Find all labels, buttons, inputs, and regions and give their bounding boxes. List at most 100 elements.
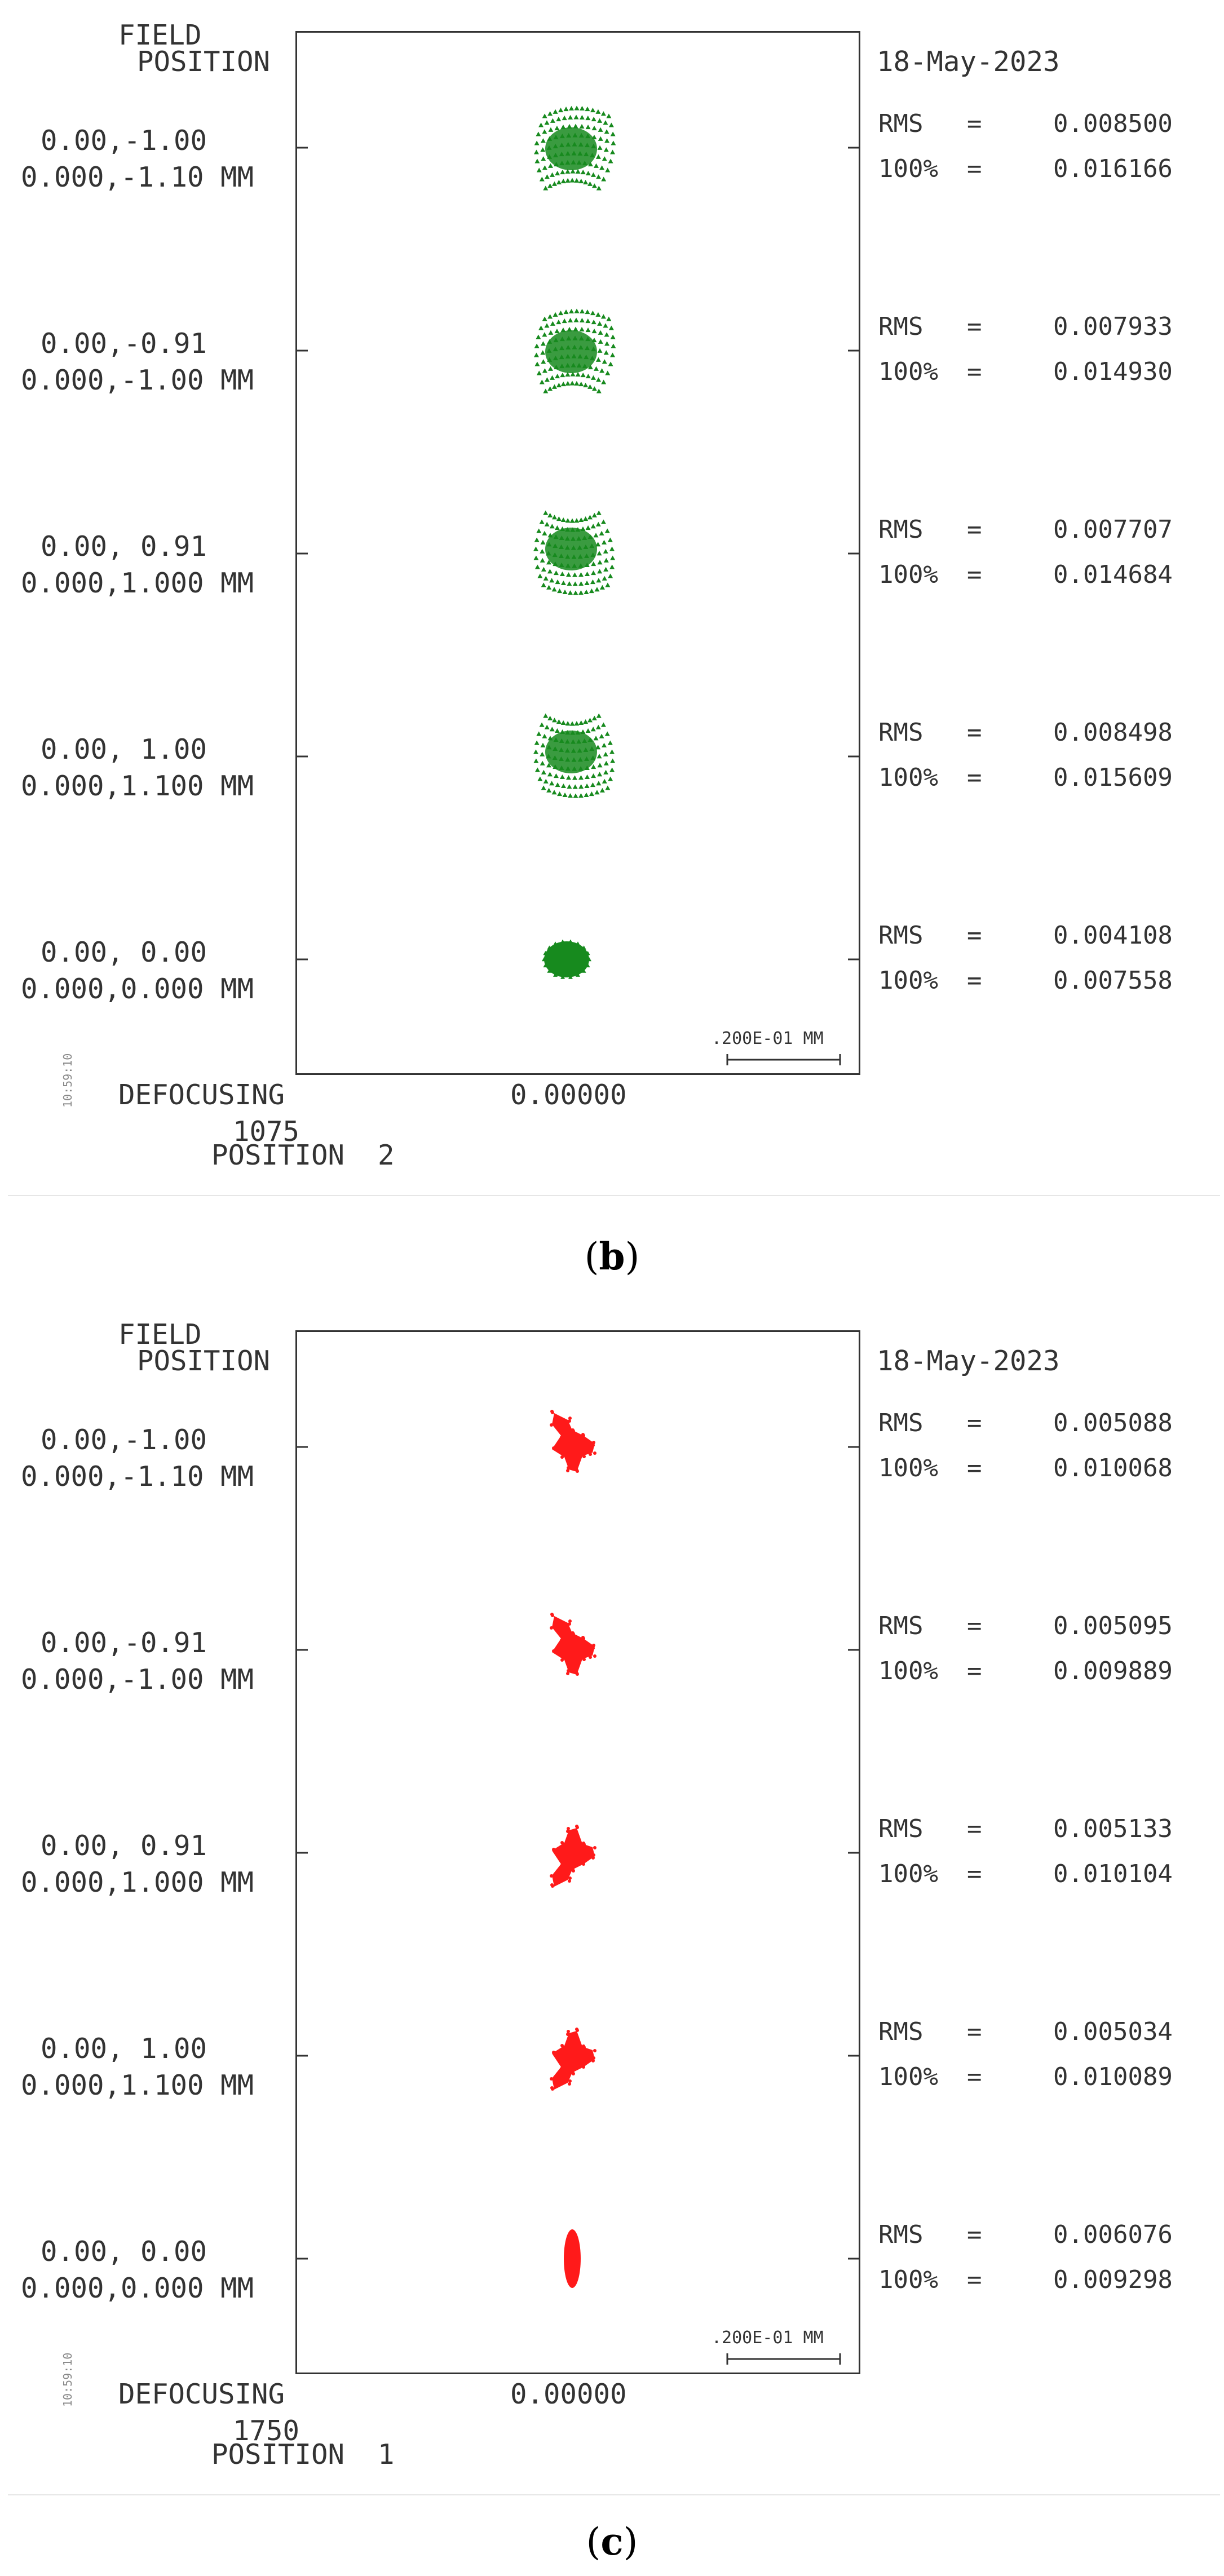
rms-value-3: 0.007707 <box>1053 515 1173 544</box>
hundred-value-4: 0.010089 <box>1053 2062 1173 2091</box>
hundred-label: 100% <box>878 1657 938 1685</box>
spot-diagram-panel-b: FIELD POSITION 18-May-2023 0.00,-1.00 0.… <box>0 0 1224 1201</box>
rms-value-2: 0.005095 <box>1053 1612 1173 1640</box>
position-label: POSITION 1 <box>211 2438 395 2471</box>
equals-sign: = <box>967 1657 982 1685</box>
equals-sign: = <box>967 1612 982 1640</box>
spot-pattern <box>533 308 616 393</box>
hundred-value-1: 0.010068 <box>1053 1454 1173 1482</box>
caption-letter-b: b <box>599 1234 625 1278</box>
equals-sign: = <box>967 2220 982 2249</box>
defocusing-label: DEFOCUSING <box>118 1079 285 1111</box>
field-pos-5: 0.00, 0.00 <box>41 2236 207 2268</box>
field-mm-4: 0.000,1.100 MM <box>21 770 254 802</box>
caption-letter-c: c <box>600 2520 624 2564</box>
field-pos-1: 0.00,-1.00 <box>41 1424 207 1456</box>
panel-divider <box>8 1195 1220 1196</box>
rms-label: RMS <box>878 921 923 950</box>
field-mm-5: 0.000,0.000 MM <box>21 2272 254 2304</box>
rms-label: RMS <box>878 1814 923 1843</box>
rms-label: RMS <box>878 312 923 341</box>
rms-value-4: 0.008498 <box>1053 718 1173 747</box>
spot-diagram-panel-c: FIELD POSITION 18-May-2023 0.00,-1.00 0.… <box>0 1299 1224 2500</box>
field-pos-2: 0.00,-0.91 <box>41 327 207 360</box>
field-pos-5: 0.00, 0.00 <box>41 936 207 968</box>
field-heading: FIELD <box>118 19 202 51</box>
field-pos-4: 0.00, 1.00 <box>41 2033 207 2065</box>
field-mm-3: 0.000,1.000 MM <box>21 567 254 599</box>
hundred-value-3: 0.010104 <box>1053 1860 1173 1888</box>
equals-sign: = <box>967 2017 982 2046</box>
equals-sign: = <box>967 1409 982 1437</box>
defocus-number: 1750 <box>233 2415 300 2447</box>
scale-bar-label: .200E-01 MM <box>712 1029 824 1048</box>
equals-sign: = <box>967 921 982 950</box>
spot-plot <box>295 105 860 1065</box>
equals-sign: = <box>967 560 982 589</box>
timestamp: 10:59:10 <box>61 2352 74 2407</box>
rms-label: RMS <box>878 2017 923 2046</box>
date-label: 18-May-2023 <box>877 46 1060 78</box>
spot-pattern <box>550 1825 596 1888</box>
field-mm-5: 0.000,0.000 MM <box>21 973 254 1005</box>
position-label: POSITION 2 <box>211 1139 395 1171</box>
equals-sign: = <box>967 1454 982 1482</box>
field-heading: FIELD <box>118 1318 202 1351</box>
equals-sign: = <box>967 2265 982 2294</box>
hundred-value-5: 0.007558 <box>1053 966 1173 995</box>
field-mm-4: 0.000,1.100 MM <box>21 2069 254 2101</box>
rms-value-5: 0.006076 <box>1053 2220 1173 2249</box>
field-mm-3: 0.000,1.000 MM <box>21 1866 254 1898</box>
hundred-value-1: 0.016166 <box>1053 154 1173 183</box>
spot-pattern <box>564 2229 581 2288</box>
rms-value-4: 0.005034 <box>1053 2017 1173 2046</box>
defocusing-label: DEFOCUSING <box>118 2378 285 2410</box>
defocusing-value: 0.00000 <box>510 1079 627 1111</box>
spot-pattern <box>550 2028 596 2091</box>
rms-value-1: 0.008500 <box>1053 109 1173 138</box>
equals-sign: = <box>967 966 982 995</box>
position-heading: POSITION <box>137 46 271 78</box>
caption-b: (b) <box>584 1234 640 1278</box>
hundred-value-2: 0.009889 <box>1053 1657 1173 1685</box>
field-mm-2: 0.000,-1.00 MM <box>21 1663 254 1696</box>
hundred-label: 100% <box>878 154 938 183</box>
hundred-label: 100% <box>878 2265 938 2294</box>
equals-sign: = <box>967 1814 982 1843</box>
hundred-label: 100% <box>878 966 938 995</box>
defocus-number: 1075 <box>233 1116 300 1148</box>
spot-pattern <box>533 510 616 595</box>
equals-sign: = <box>967 357 982 386</box>
defocusing-value: 0.00000 <box>510 2378 627 2410</box>
rms-value-2: 0.007933 <box>1053 312 1173 341</box>
field-mm-1: 0.000,-1.10 MM <box>21 1460 254 1493</box>
field-pos-1: 0.00,-1.00 <box>41 125 207 157</box>
field-mm-2: 0.000,-1.00 MM <box>21 364 254 396</box>
rms-label: RMS <box>878 718 923 747</box>
hundred-label: 100% <box>878 2062 938 2091</box>
panel-divider <box>8 2494 1220 2495</box>
rms-value-3: 0.005133 <box>1053 1814 1173 1843</box>
hundred-value-5: 0.009298 <box>1053 2265 1173 2294</box>
hundred-label: 100% <box>878 1860 938 1888</box>
rms-label: RMS <box>878 515 923 544</box>
rms-label: RMS <box>878 1612 923 1640</box>
hundred-label: 100% <box>878 763 938 792</box>
field-pos-2: 0.00,-0.91 <box>41 1627 207 1659</box>
hundred-label: 100% <box>878 357 938 386</box>
field-pos-4: 0.00, 1.00 <box>41 733 207 765</box>
spot-pattern <box>533 713 616 798</box>
timestamp: 10:59:10 <box>61 1053 74 1108</box>
equals-sign: = <box>967 515 982 544</box>
equals-sign: = <box>967 718 982 747</box>
equals-sign: = <box>967 154 982 183</box>
hundred-label: 100% <box>878 560 938 589</box>
date-label: 18-May-2023 <box>877 1345 1060 1377</box>
rms-value-1: 0.005088 <box>1053 1409 1173 1437</box>
spot-plot <box>295 1410 860 2365</box>
equals-sign: = <box>967 109 982 138</box>
equals-sign: = <box>967 763 982 792</box>
field-pos-3: 0.00, 0.91 <box>41 1830 207 1862</box>
spot-pattern <box>550 1613 596 1676</box>
hundred-label: 100% <box>878 1454 938 1482</box>
